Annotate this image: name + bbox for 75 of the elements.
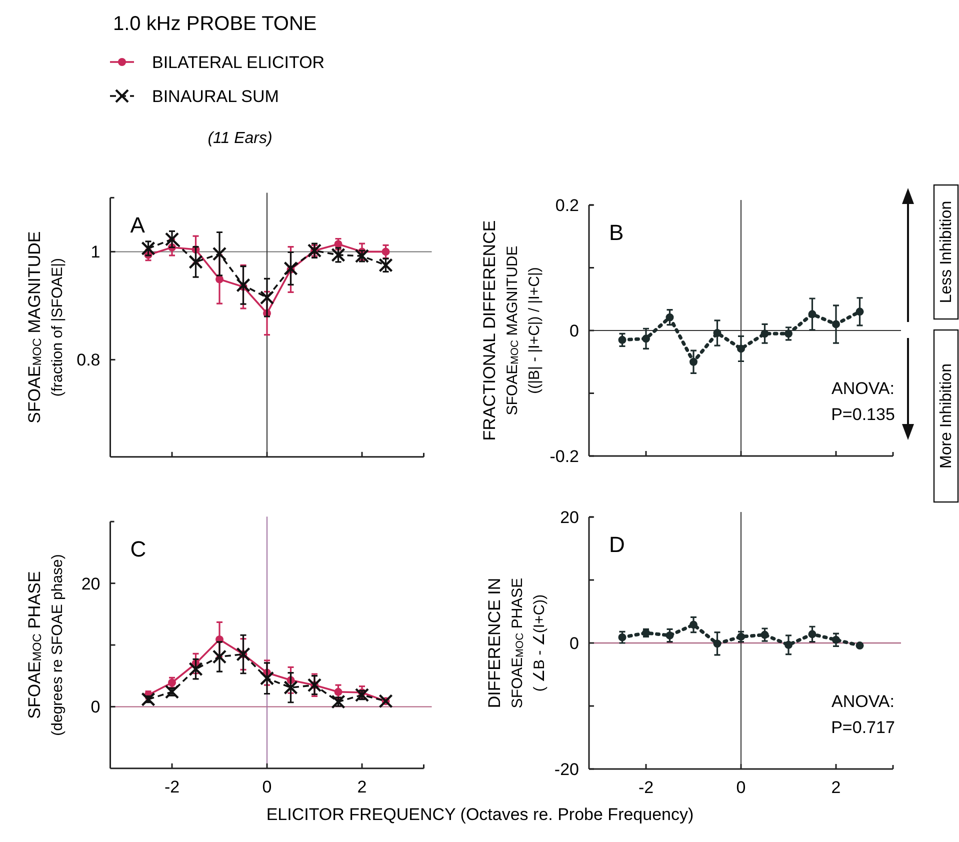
text: B xyxy=(609,220,624,245)
point xyxy=(808,310,816,318)
point xyxy=(284,680,298,695)
x-axis-title: ELICITOR FREQUENCY (Octaves re. Probe Frequency) xyxy=(266,805,694,824)
point xyxy=(832,320,840,328)
text: A xyxy=(130,212,146,238)
point xyxy=(354,688,370,702)
point xyxy=(784,640,792,649)
x-tick-label: 2 xyxy=(831,778,841,797)
y-tick-label: 0 xyxy=(570,634,579,653)
annotation: P=0.717 xyxy=(831,718,895,737)
point xyxy=(141,241,156,256)
point xyxy=(331,248,346,262)
point xyxy=(212,246,227,261)
point xyxy=(378,258,393,272)
point xyxy=(666,313,674,322)
annotation: ANOVA: xyxy=(832,379,894,398)
point xyxy=(713,329,722,338)
point xyxy=(188,662,203,676)
text: Less Inhibition xyxy=(938,200,955,304)
point xyxy=(856,308,864,316)
point xyxy=(856,642,864,650)
point xyxy=(188,254,203,270)
legend-label: BINAURAL SUM xyxy=(152,86,279,106)
x-tick-label: -2 xyxy=(164,777,180,796)
annotation: P=0.135 xyxy=(831,405,895,424)
point xyxy=(260,671,274,686)
point xyxy=(331,694,346,709)
legend-label: BILATERAL ELICITOR xyxy=(152,52,325,72)
y-tick-label: 20 xyxy=(81,574,100,594)
point xyxy=(284,261,298,276)
y-tick-label: -20 xyxy=(554,760,579,779)
x-tick-label: 0 xyxy=(736,778,746,797)
annotation: ANOVA: xyxy=(832,692,894,711)
point xyxy=(737,344,745,353)
point xyxy=(784,330,792,338)
text: C xyxy=(130,536,146,562)
point xyxy=(212,650,227,664)
text: More Inhibition xyxy=(938,364,955,468)
point xyxy=(808,630,816,638)
point xyxy=(141,692,156,706)
point xyxy=(334,688,342,696)
point xyxy=(832,636,840,644)
y-tick-label: 0.2 xyxy=(555,196,579,215)
point xyxy=(236,278,250,292)
y-tick-label: 1 xyxy=(90,242,100,262)
point xyxy=(382,248,390,256)
point xyxy=(760,330,769,338)
point xyxy=(713,640,722,648)
point xyxy=(618,633,626,642)
y-tick-label: 0.8 xyxy=(76,350,100,370)
x-tick-label: 2 xyxy=(357,777,367,796)
point xyxy=(260,290,274,305)
y-tick-label: 0 xyxy=(570,321,579,340)
point xyxy=(690,620,698,629)
x-tick-label: 0 xyxy=(262,777,272,796)
point xyxy=(307,244,322,258)
point xyxy=(642,334,650,343)
point xyxy=(307,678,322,692)
point xyxy=(666,631,674,640)
point xyxy=(164,684,180,699)
point xyxy=(236,647,250,662)
text: D xyxy=(609,532,625,557)
legend-title: 1.0 kHz PROBE TONE xyxy=(113,13,317,35)
point xyxy=(378,694,393,708)
y-tick-label: -0.2 xyxy=(550,446,579,466)
x-tick-label: -2 xyxy=(638,778,654,797)
y-tick-label: 0 xyxy=(90,698,100,717)
text: (11 Ears) xyxy=(208,130,272,147)
point xyxy=(690,358,698,366)
point xyxy=(354,248,370,264)
point xyxy=(760,630,769,639)
point xyxy=(164,232,180,246)
y-tick-label: 20 xyxy=(560,508,579,527)
point xyxy=(618,336,626,344)
